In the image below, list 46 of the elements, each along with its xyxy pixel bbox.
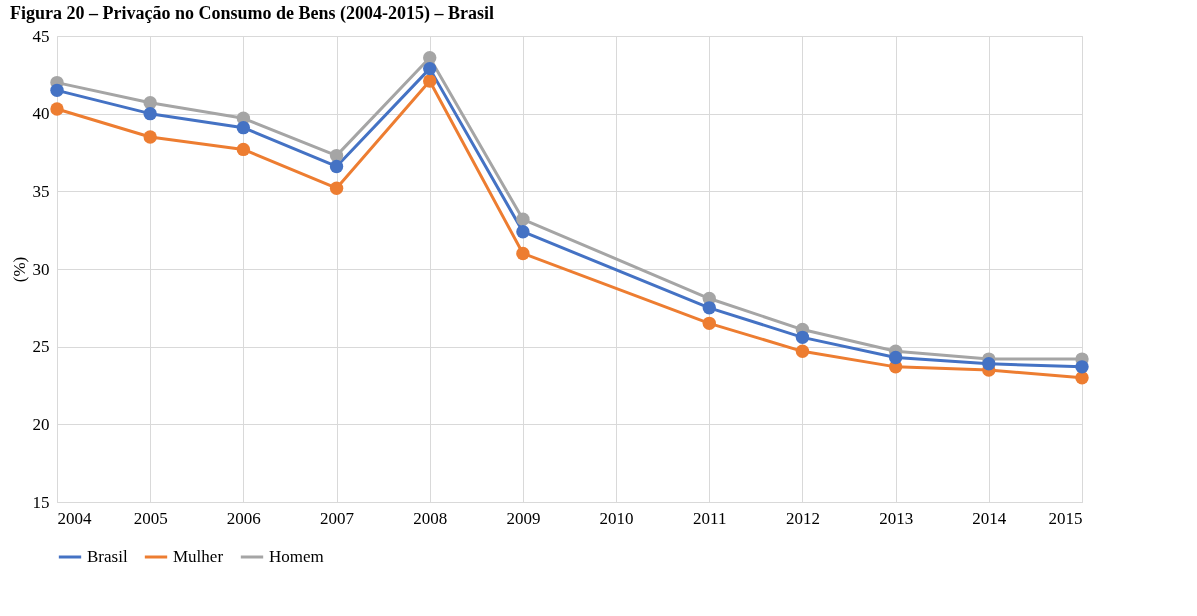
x-tick-label: 2009	[506, 508, 541, 528]
x-tick-label: 2005	[133, 508, 168, 528]
x-tick-label: 2008	[413, 508, 448, 528]
point	[423, 74, 437, 88]
point	[516, 225, 530, 239]
x-tick-label: 2011	[693, 508, 727, 528]
point	[50, 83, 64, 98]
point	[516, 212, 530, 226]
point	[516, 246, 530, 261]
point	[329, 148, 344, 163]
x-tick-label: 2010	[599, 508, 634, 528]
point	[888, 350, 903, 365]
point	[236, 142, 251, 157]
x-tick-label: 2004	[57, 508, 92, 528]
point	[143, 106, 157, 121]
point	[143, 130, 157, 144]
point	[702, 301, 716, 315]
y-tick-label: 20	[32, 414, 50, 434]
x-tick-label: 2007	[320, 508, 355, 528]
x-tick-label: 2014	[972, 508, 1007, 528]
y-tick-label: 25	[32, 337, 50, 357]
y-tick-label: 45	[32, 26, 50, 46]
point	[50, 102, 64, 116]
x-tick-label: 2013	[879, 508, 914, 528]
y-tick-label: 30	[32, 259, 50, 279]
point	[236, 120, 251, 135]
point	[702, 316, 716, 331]
point	[1075, 360, 1089, 374]
y-tick-label: 15	[32, 492, 50, 512]
legend-label: Homem	[269, 547, 324, 566]
point	[329, 181, 344, 195]
x-tick-label: 2006	[226, 508, 261, 528]
chart-title: Figura 20 – Privação no Consumo de Bens (2004-2015) – Brasil	[10, 3, 494, 24]
legend-label: Brasil	[87, 547, 128, 566]
x-tick-label: 2012	[785, 508, 820, 528]
point	[329, 159, 344, 174]
point	[1075, 371, 1089, 385]
point	[982, 357, 996, 371]
point	[795, 330, 810, 345]
y-tick-label: 35	[32, 181, 50, 201]
y-tick-label: 40	[32, 104, 50, 124]
legend-label: Mulher	[173, 547, 224, 566]
point	[795, 344, 810, 359]
x-tick-label: 2015	[1048, 508, 1083, 528]
y-axis-title: (%)	[9, 256, 29, 283]
point	[423, 61, 437, 76]
